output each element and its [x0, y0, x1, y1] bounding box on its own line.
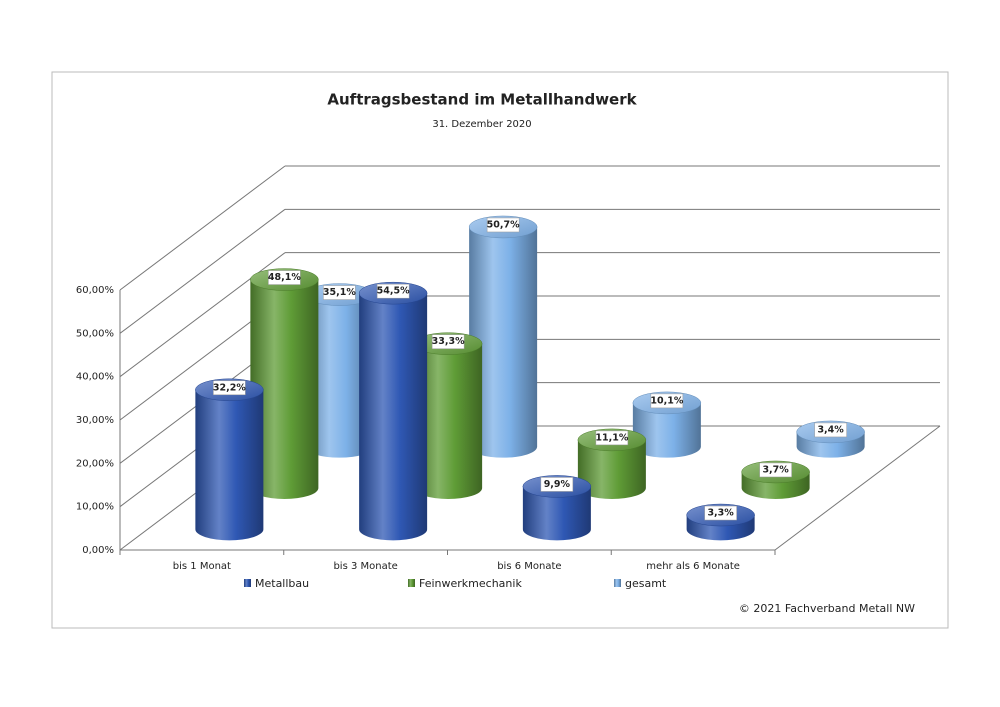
x-tick-label: bis 3 Monate [333, 561, 397, 572]
value-label-box [268, 270, 301, 285]
value-label-box [704, 505, 737, 521]
y-tick-label: 40,00% [76, 372, 114, 383]
x-tick-label: mehr als 6 Monate [646, 561, 740, 572]
bar [305, 294, 374, 458]
value-label: 3,7% [762, 464, 789, 475]
bar [359, 293, 428, 541]
legend-label: Feinwerkmechanik [419, 577, 522, 590]
value-label-box [759, 462, 792, 478]
value-label-box [595, 430, 629, 446]
legend-label: Metallbau [255, 577, 309, 590]
y-tick-label: 20,00% [76, 458, 114, 469]
legend-swatch [244, 579, 251, 587]
x-tick-label: bis 6 Monate [497, 561, 561, 572]
bar [522, 486, 591, 541]
chart-subtitle: 31. Dezember 2020 [432, 119, 531, 130]
value-label-box [376, 283, 410, 299]
value-label: 10,1% [650, 395, 683, 406]
value-label-box [486, 217, 520, 233]
value-label: 3,3% [707, 508, 734, 519]
floor-right [774, 425, 941, 551]
value-label: 3,4% [817, 424, 844, 435]
bar [250, 279, 319, 499]
value-label-box [323, 285, 356, 300]
y-tick-label: 60,00% [76, 285, 114, 296]
chart-title: Auftragsbestand im Metallhandwerk [327, 91, 637, 109]
y-tick-label: 50,00% [76, 328, 114, 339]
y-tick-label: 0,00% [82, 545, 114, 556]
x-tick-label: bis 1 Monat [173, 561, 231, 572]
y-tick-label: 10,00% [76, 502, 114, 513]
legend-label: gesamt [625, 577, 667, 590]
value-label-box [650, 393, 684, 409]
value-label: 33,3% [432, 336, 465, 347]
bar [414, 343, 483, 499]
value-label: 11,1% [595, 432, 628, 443]
bar [195, 389, 264, 541]
value-label: 50,7% [487, 219, 520, 230]
legend-swatch [614, 579, 621, 587]
bar [632, 402, 701, 458]
legend-swatch [408, 579, 415, 587]
grid-line [119, 165, 286, 291]
bar [577, 439, 646, 499]
value-label: 48,1% [268, 272, 301, 283]
value-label: 54,5% [377, 286, 410, 297]
value-label: 35,1% [323, 287, 356, 298]
value-label-box [540, 477, 574, 492]
value-label: 32,2% [213, 382, 246, 393]
value-label-box [431, 334, 465, 349]
bar [469, 226, 538, 458]
y-tick-label: 30,00% [76, 415, 114, 426]
grid-line [119, 208, 286, 334]
value-label-box [814, 422, 847, 438]
copyright: © 2021 Fachverband Metall NW [739, 602, 915, 615]
value-label: 9,9% [544, 479, 571, 490]
value-label-box [213, 380, 246, 396]
